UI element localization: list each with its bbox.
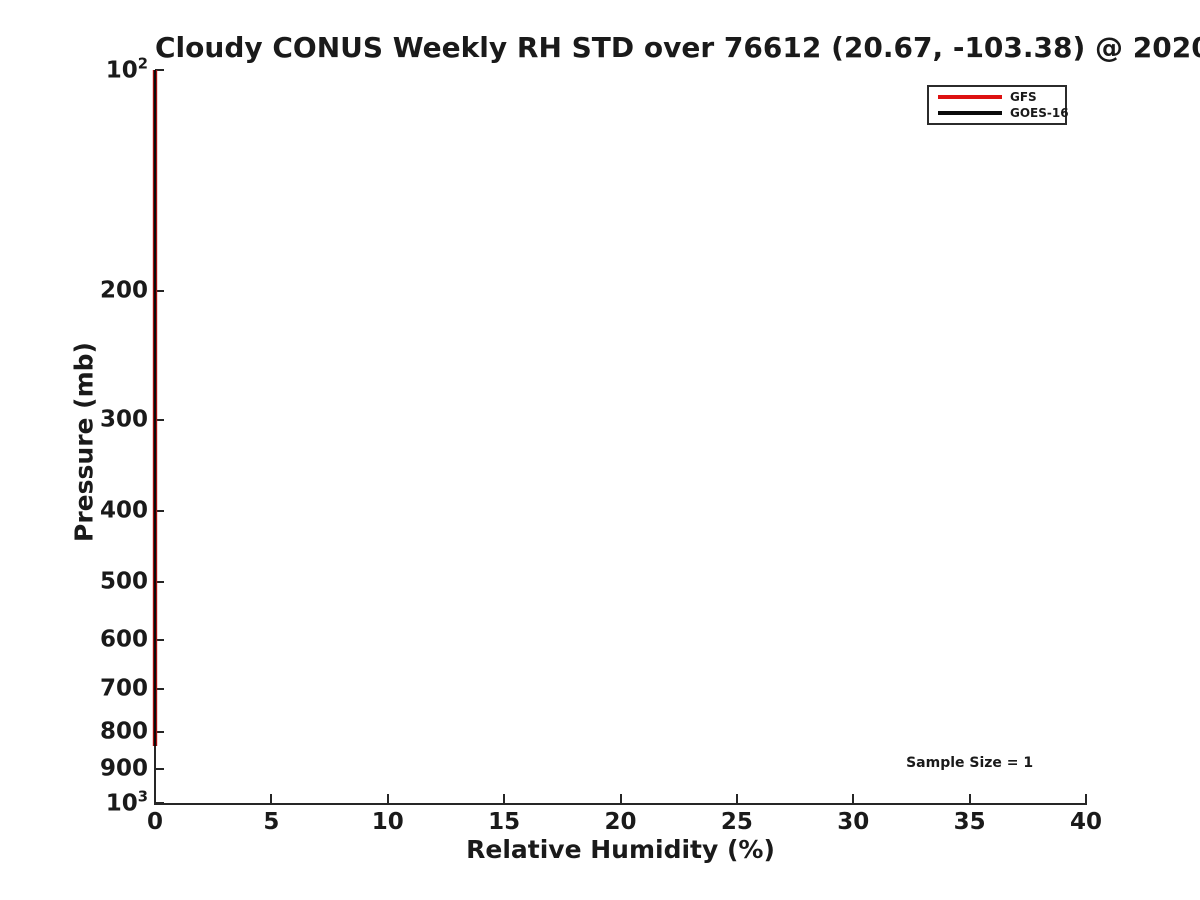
legend-label: GFS [1010,90,1037,104]
y-tick-label-500: 500 [99,568,148,595]
x-tick-35 [968,794,971,803]
y-tick-label-300: 300 [99,406,148,433]
x-tick-label-5: 5 [263,809,280,835]
legend-line-gfs [938,95,1002,99]
y-tick-300 [155,418,164,421]
x-tick-20 [619,794,622,803]
x-tick-label-20: 20 [604,809,637,835]
x-tick-30 [852,794,855,803]
y-tick-label-900: 900 [99,755,148,782]
y-tick-700 [155,688,164,691]
x-tick-label-40: 40 [1069,809,1103,835]
y-tick-1000 [155,802,164,804]
chart-title: Cloudy CONUS Weekly RH STD over 76612 (2… [155,31,1200,64]
x-tick-label-0: 0 [146,809,164,835]
y-tick-label-800: 800 [99,718,148,745]
sample-size-annotation: Sample Size = 1 [906,755,1034,772]
y-tick-400 [155,510,164,513]
x-tick-label-15: 15 [488,809,521,835]
x-tick-label-30: 30 [837,809,870,835]
y-tick-800 [155,730,164,733]
x-tick-label-10: 10 [371,809,404,835]
y-tick-600 [155,639,164,642]
legend-line-goes-16 [938,111,1002,115]
legend: GFS GOES-16 [927,85,1069,125]
x-tick-label-35: 35 [953,809,986,835]
x-axis-label: Relative Humidity (%) [466,835,775,864]
y-tick-500 [155,581,164,584]
x-tick-0 [154,794,156,803]
legend-item-goes-16: GOES-16 [938,106,1069,120]
y-axis-spine [154,70,156,805]
y-tick-label-1000: 103 [105,788,148,817]
legend-label: GOES-16 [1010,106,1069,120]
x-tick-10 [386,794,389,803]
y-tick-label-600: 600 [99,626,148,653]
x-tick-40 [1085,794,1087,803]
x-axis-spine [154,803,1087,805]
x-tick-label-25: 25 [720,809,753,835]
y-axis-label: Pressure (mb) [69,342,99,542]
x-tick-5 [270,794,273,803]
y-tick-label-100: 102 [105,55,148,84]
x-tick-25 [735,794,738,803]
y-tick-900 [155,768,164,771]
y-tick-label-700: 700 [99,675,148,702]
y-tick-label-400: 400 [99,497,148,524]
legend-item-gfs: GFS [938,90,1065,104]
y-tick-100 [155,69,164,71]
y-tick-label-200: 200 [99,277,148,304]
y-tick-200 [155,289,164,292]
x-tick-15 [503,794,506,803]
